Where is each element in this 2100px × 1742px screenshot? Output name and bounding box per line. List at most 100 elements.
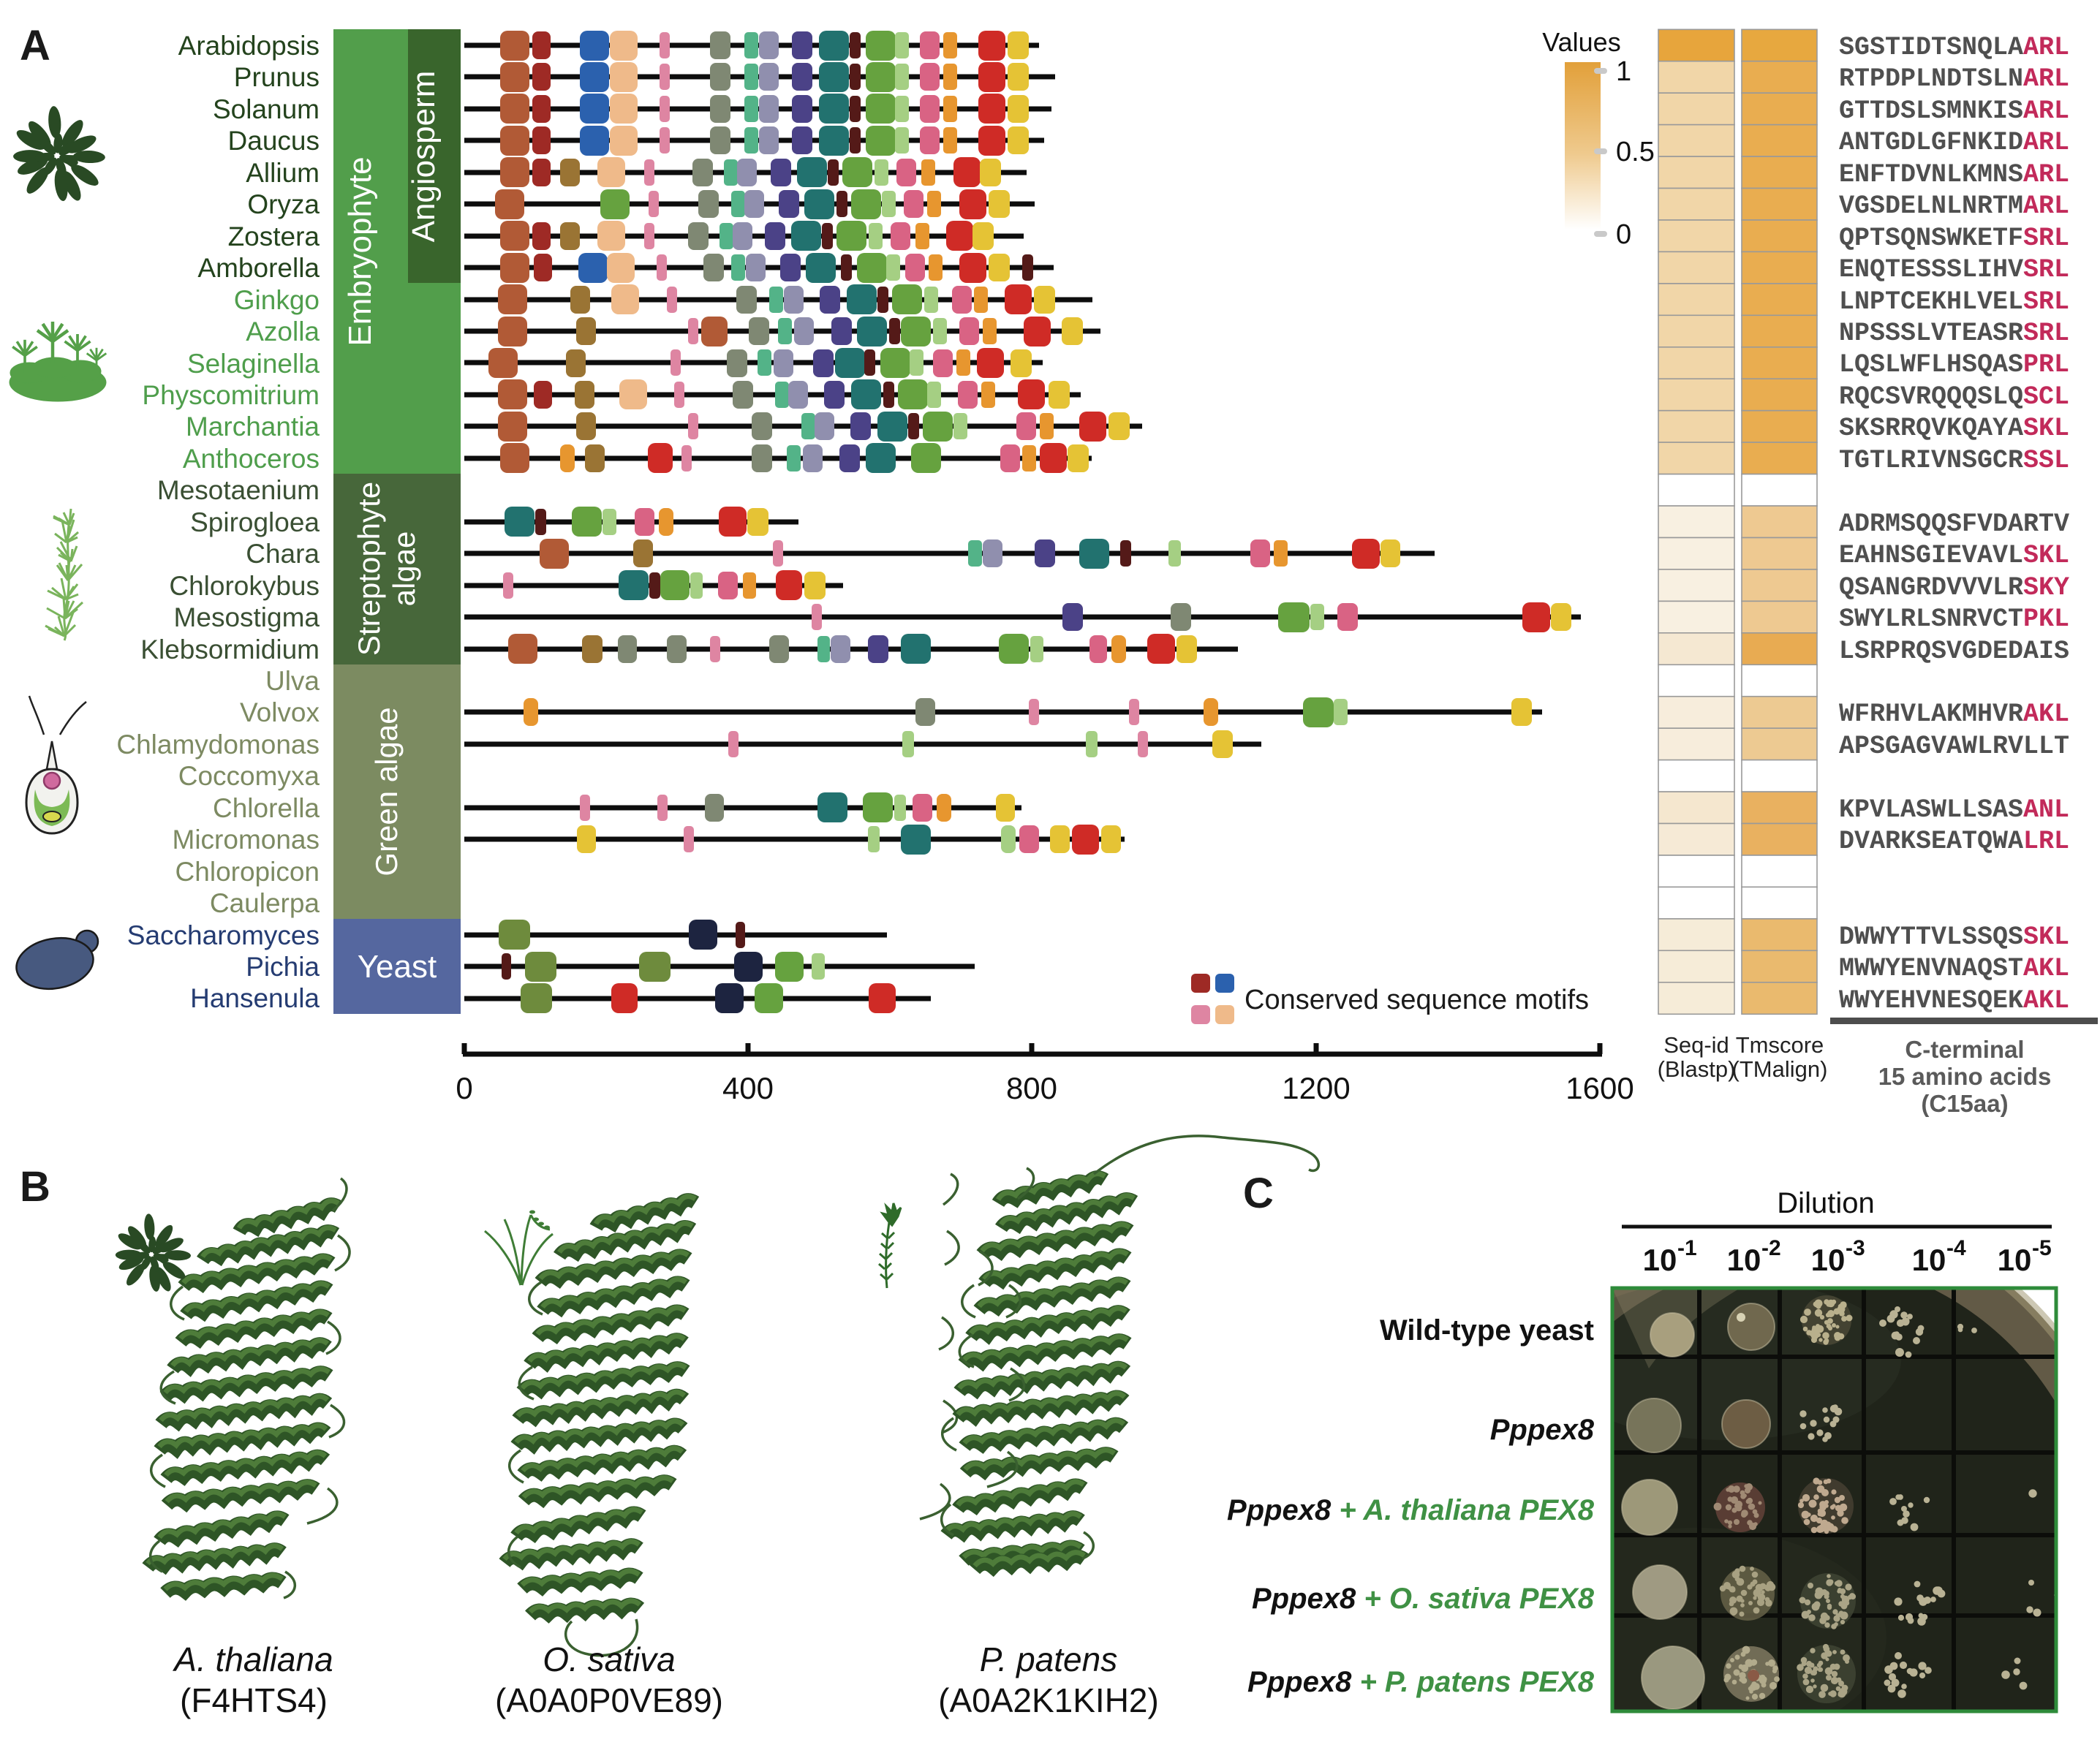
svg-text:Coccomyxa: Coccomyxa bbox=[178, 761, 320, 791]
svg-text:Marchantia: Marchantia bbox=[186, 412, 320, 442]
svg-text:C: C bbox=[1243, 1170, 1274, 1217]
svg-text:Ginkgo: Ginkgo bbox=[234, 285, 320, 315]
svg-text:Anthoceros: Anthoceros bbox=[183, 444, 320, 474]
svg-text:Embryophyte: Embryophyte bbox=[342, 156, 378, 346]
svg-text:Mesostigma: Mesostigma bbox=[174, 602, 320, 632]
svg-text:WWYEHVNESQEKAKL: WWYEHVNESQEKAKL bbox=[1839, 986, 2069, 1015]
svg-text:15 amino acids: 15 amino acids bbox=[1878, 1063, 2052, 1090]
svg-text:Azolla: Azolla bbox=[246, 317, 320, 346]
svg-text:1: 1 bbox=[1616, 56, 1631, 87]
svg-text:TGTLRIVNSGCRSSL: TGTLRIVNSGCRSSL bbox=[1839, 446, 2069, 475]
svg-text:Arabidopsis: Arabidopsis bbox=[178, 31, 320, 61]
svg-text:WFRHVLAKMHVRAKL: WFRHVLAKMHVRAKL bbox=[1839, 700, 2069, 729]
svg-text:Wild-type yeast: Wild-type yeast bbox=[1380, 1314, 1594, 1347]
svg-text:Hansenula: Hansenula bbox=[190, 983, 320, 1013]
svg-text:Chloropicon: Chloropicon bbox=[175, 857, 320, 887]
svg-text:-4: -4 bbox=[1946, 1236, 1966, 1260]
svg-text:LQSLWFLHSQASPRL: LQSLWFLHSQASPRL bbox=[1839, 350, 2069, 379]
svg-text:ADRMSQQSFVDARTV: ADRMSQQSFVDARTV bbox=[1839, 510, 2069, 539]
svg-text:Allium: Allium bbox=[246, 158, 320, 188]
svg-text:Seq-id: Seq-id bbox=[1663, 1032, 1729, 1058]
svg-text:Zostera: Zostera bbox=[228, 221, 320, 251]
svg-text:Yeast: Yeast bbox=[358, 949, 437, 985]
svg-text:Green algae: Green algae bbox=[369, 707, 404, 876]
svg-text:10: 10 bbox=[1912, 1243, 1946, 1277]
svg-text:RQCSVRQQQSLQSCL: RQCSVRQQQSLQSCL bbox=[1839, 382, 2069, 412]
svg-text:NPSSSLVTEASRSRL: NPSSSLVTEASRSRL bbox=[1839, 319, 2069, 348]
svg-text:Spirogloea: Spirogloea bbox=[190, 507, 320, 537]
svg-text:Ulva: Ulva bbox=[265, 666, 320, 696]
svg-text:800: 800 bbox=[1006, 1071, 1057, 1105]
svg-text:C-terminal: C-terminal bbox=[1905, 1036, 2024, 1063]
svg-text:Chlamydomonas: Chlamydomonas bbox=[116, 730, 320, 760]
svg-text:Tmscore: Tmscore bbox=[1736, 1032, 1824, 1058]
svg-text:Pppex8: Pppex8 bbox=[1490, 1414, 1595, 1446]
svg-text:Amborella: Amborella bbox=[197, 253, 320, 283]
svg-text:LSRPRQSVGDEDAIS: LSRPRQSVGDEDAIS bbox=[1839, 637, 2069, 666]
svg-text:DVARKSEATQWALRL: DVARKSEATQWALRL bbox=[1839, 827, 2069, 856]
svg-text:EAHNSGIEVAVLSKL: EAHNSGIEVAVLSKL bbox=[1839, 541, 2069, 570]
svg-text:Streptophyte: Streptophyte bbox=[352, 482, 386, 656]
svg-text:LNPTCEKHLVELSRL: LNPTCEKHLVELSRL bbox=[1839, 287, 2069, 317]
svg-text:0: 0 bbox=[456, 1071, 472, 1105]
svg-text:Volvox: Volvox bbox=[240, 697, 320, 727]
svg-text:SWYLRLSNRVCTPKL: SWYLRLSNRVCTPKL bbox=[1839, 605, 2069, 634]
svg-text:10: 10 bbox=[1643, 1243, 1677, 1277]
svg-text:Pichia: Pichia bbox=[246, 952, 320, 982]
svg-text:Daucus: Daucus bbox=[228, 126, 320, 156]
svg-text:(A0A2K1KIH2): (A0A2K1KIH2) bbox=[938, 1681, 1159, 1719]
svg-text:MWWYENVNAQSTAKL: MWWYENVNAQSTAKL bbox=[1839, 954, 2069, 983]
svg-text:10: 10 bbox=[1727, 1243, 1761, 1277]
svg-text:Chlorella: Chlorella bbox=[213, 793, 320, 823]
svg-text:algae: algae bbox=[387, 531, 421, 607]
svg-text:Solanum: Solanum bbox=[213, 94, 320, 124]
svg-text:10: 10 bbox=[1998, 1243, 2032, 1277]
svg-text:Caulerpa: Caulerpa bbox=[210, 888, 320, 918]
svg-text:Oryza: Oryza bbox=[247, 189, 320, 219]
svg-text:Chara: Chara bbox=[246, 539, 320, 569]
svg-text:0: 0 bbox=[1616, 219, 1631, 250]
svg-text:RTPDPLNDTSLNARL: RTPDPLNDTSLNARL bbox=[1839, 64, 2069, 94]
svg-text:SKSRRQVKQAYASKL: SKSRRQVKQAYASKL bbox=[1839, 414, 2069, 443]
svg-text:1600: 1600 bbox=[1565, 1071, 1633, 1105]
svg-text:(F4HTS4): (F4HTS4) bbox=[180, 1681, 328, 1719]
svg-text:Conserved sequence motifs: Conserved sequence motifs bbox=[1244, 985, 1589, 1015]
svg-text:ENFTDVNLKMNSARL: ENFTDVNLKMNSARL bbox=[1839, 160, 2069, 189]
svg-text:(A0A0P0VE89): (A0A0P0VE89) bbox=[495, 1681, 723, 1719]
svg-text:Klebsormidium: Klebsormidium bbox=[140, 635, 320, 664]
svg-text:Physcomitrium: Physcomitrium bbox=[142, 380, 320, 410]
svg-text:A. thaliana: A. thaliana bbox=[172, 1640, 333, 1678]
svg-text:Pppex8 + A. thaliana PEX8: Pppex8 + A. thaliana PEX8 bbox=[1227, 1494, 1595, 1526]
svg-text:B: B bbox=[20, 1163, 50, 1211]
svg-text:VGSDELNLNRTMARL: VGSDELNLNRTMARL bbox=[1839, 192, 2069, 221]
svg-text:Pppex8 + O. sativa PEX8: Pppex8 + O. sativa PEX8 bbox=[1252, 1583, 1595, 1615]
svg-text:SGSTIDTSNQLAARL: SGSTIDTSNQLAARL bbox=[1839, 33, 2069, 62]
svg-text:QPTSQNSWKETFSRL: QPTSQNSWKETFSRL bbox=[1839, 224, 2069, 253]
svg-text:Micromonas: Micromonas bbox=[173, 825, 320, 855]
svg-text:10: 10 bbox=[1811, 1243, 1846, 1277]
svg-text:GTTDSLSMNKISARL: GTTDSLSMNKISARL bbox=[1839, 96, 2069, 126]
svg-text:-2: -2 bbox=[1761, 1236, 1781, 1260]
svg-text:Values: Values bbox=[1542, 27, 1620, 57]
svg-text:Saccharomyces: Saccharomyces bbox=[127, 920, 320, 950]
svg-text:P. patens: P. patens bbox=[980, 1640, 1117, 1678]
svg-text:Dilution: Dilution bbox=[1777, 1187, 1874, 1219]
svg-text:Pppex8 + P. patens PEX8: Pppex8 + P. patens PEX8 bbox=[1247, 1666, 1595, 1698]
svg-text:APSGAGVAWLRVLLT: APSGAGVAWLRVLLT bbox=[1839, 732, 2069, 761]
svg-text:A: A bbox=[20, 22, 50, 69]
svg-text:KPVLASWLLSASANL: KPVLASWLLSASANL bbox=[1839, 795, 2069, 825]
svg-text:-5: -5 bbox=[2032, 1236, 2052, 1260]
svg-text:Angiosperm: Angiosperm bbox=[406, 71, 442, 243]
svg-text:O. sativa: O. sativa bbox=[543, 1640, 676, 1678]
svg-text:ENQTESSSLIHVSRL: ENQTESSSLIHVSRL bbox=[1839, 255, 2069, 284]
svg-text:1200: 1200 bbox=[1282, 1071, 1350, 1105]
svg-text:Mesotaenium: Mesotaenium bbox=[157, 475, 320, 505]
svg-text:0.5: 0.5 bbox=[1616, 137, 1655, 167]
svg-text:QSANGRDVVVLRSKY: QSANGRDVVVLRSKY bbox=[1839, 573, 2069, 602]
svg-text:400: 400 bbox=[722, 1071, 774, 1105]
svg-text:(Blastp): (Blastp) bbox=[1658, 1056, 1736, 1082]
svg-text:(TMalign): (TMalign) bbox=[1732, 1056, 1828, 1082]
svg-text:-1: -1 bbox=[1677, 1236, 1697, 1260]
svg-text:DWWYTTVLSSQSSKL: DWWYTTVLSSQSSKL bbox=[1839, 923, 2069, 952]
svg-text:Selaginella: Selaginella bbox=[187, 349, 320, 379]
